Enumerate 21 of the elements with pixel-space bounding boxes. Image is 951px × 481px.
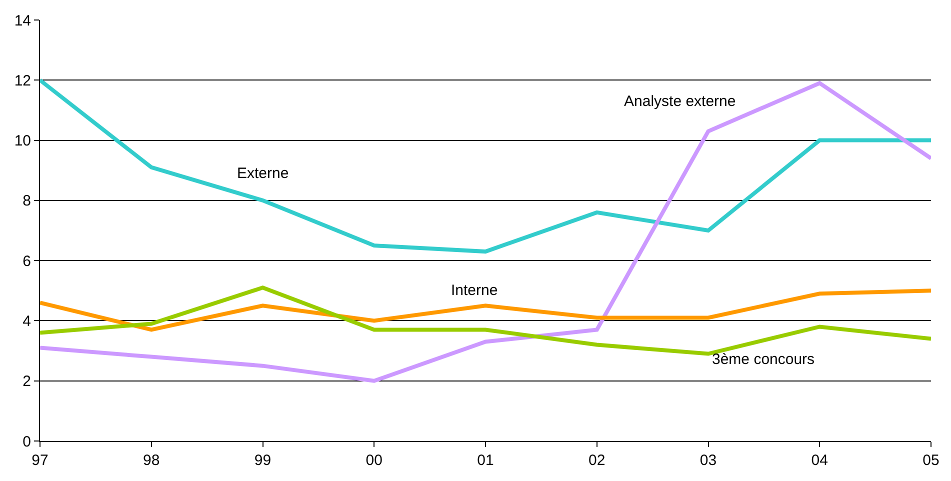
x-tick-label: 04 xyxy=(811,452,828,469)
x-tick-label: 02 xyxy=(588,452,606,469)
x-tick-label: 05 xyxy=(922,452,940,469)
y-tick-label: 14 xyxy=(14,12,31,30)
series-label: Externe xyxy=(237,165,289,182)
x-tick-label: 98 xyxy=(143,452,160,469)
x-tick-label: 01 xyxy=(477,452,494,469)
y-tick-label: 12 xyxy=(14,72,31,90)
series-label: Interne xyxy=(451,282,498,299)
x-tick-label: 97 xyxy=(32,452,48,469)
y-tick-label: 4 xyxy=(22,312,31,330)
y-tick-label: 8 xyxy=(22,192,31,210)
y-tick-label: 10 xyxy=(14,132,31,150)
y-tick-label: 6 xyxy=(22,252,31,270)
series-label: 3ème concours xyxy=(712,351,815,368)
series-label: Analyste externe xyxy=(624,93,736,110)
y-tick-label: 0 xyxy=(22,433,31,450)
x-tick-label: 99 xyxy=(254,452,272,469)
y-tick-label: 2 xyxy=(22,373,31,390)
x-tick-label: 00 xyxy=(366,452,382,469)
x-tick-label: 03 xyxy=(700,452,717,469)
